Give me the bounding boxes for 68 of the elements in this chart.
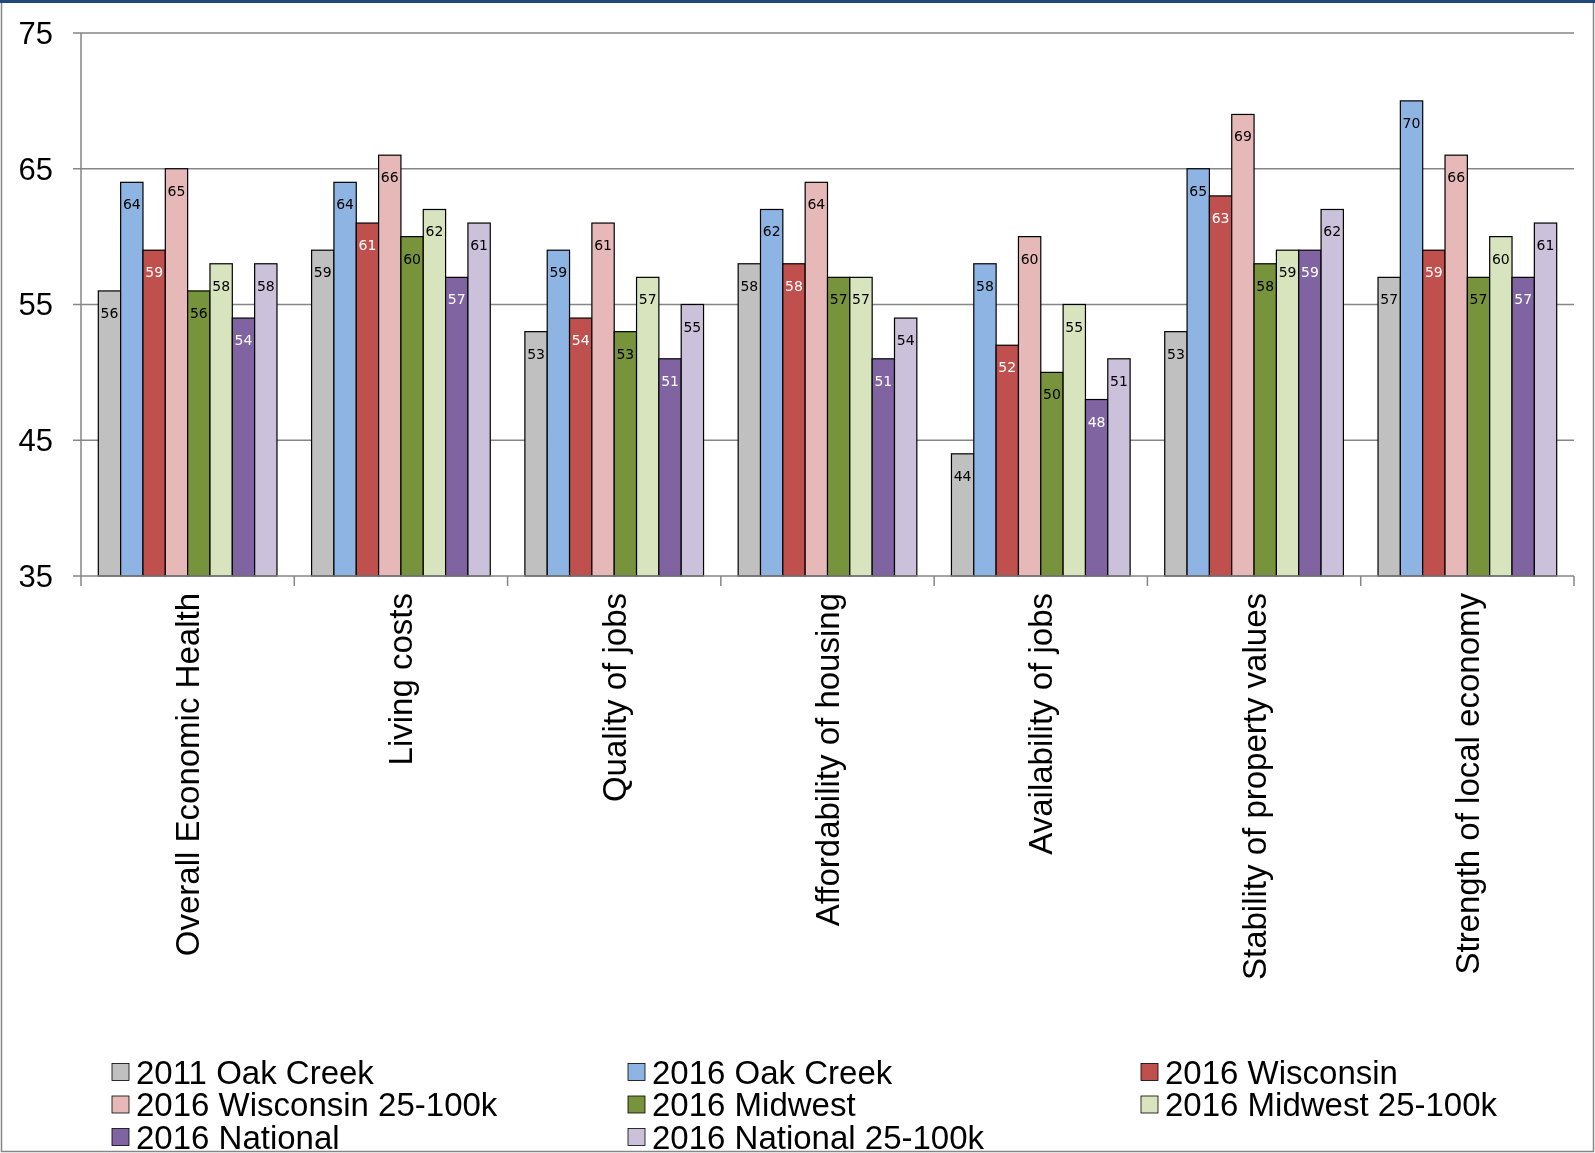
data-label: 60 [1020, 250, 1039, 267]
x-tick-label: Overall Economic Health [169, 593, 207, 957]
data-label: 51 [1110, 372, 1128, 389]
x-tick-label: Living costs [382, 593, 420, 766]
data-label: 53 [1166, 345, 1185, 362]
x-tick-label: Quality of jobs [595, 593, 633, 803]
data-label: 58 [1256, 277, 1275, 294]
data-label: 44 [953, 467, 972, 484]
data-label: 57 [1469, 291, 1488, 308]
data-label: 69 [1233, 128, 1252, 145]
data-label: 58 [212, 277, 231, 294]
data-label: 63 [1211, 209, 1230, 226]
x-tick-label: Affordability of housing [809, 593, 847, 927]
data-label: 52 [998, 359, 1017, 376]
data-label: 54 [571, 332, 590, 349]
data-label: 59 [1300, 264, 1319, 281]
data-label: 54 [896, 332, 915, 349]
y-tick-label: 75 [18, 15, 53, 51]
data-label: 66 [1447, 169, 1466, 186]
data-label: 51 [661, 372, 679, 389]
data-label: 59 [1278, 264, 1297, 281]
data-label: 54 [234, 332, 253, 349]
data-label: 57 [447, 291, 466, 308]
data-label: 62 [1323, 223, 1342, 240]
data-label: 59 [313, 264, 332, 281]
data-label: 55 [683, 318, 702, 335]
data-label: 61 [594, 237, 612, 254]
data-label: 62 [425, 223, 444, 240]
data-label: 60 [1491, 250, 1510, 267]
data-label: 51 [874, 372, 893, 389]
data-label: 61 [1536, 237, 1555, 254]
data-label: 58 [256, 277, 275, 294]
data-label: 57 [1514, 291, 1533, 308]
x-tick-label: Availability of jobs [1022, 593, 1060, 855]
y-tick-label: 45 [18, 423, 53, 459]
data-label: 58 [976, 277, 994, 294]
data-label: 64 [807, 196, 826, 213]
data-label: 59 [145, 264, 164, 281]
data-label: 56 [189, 304, 208, 321]
x-tick-label: Strength of local economy [1448, 592, 1486, 975]
data-label: 57 [1380, 291, 1399, 308]
data-label: 53 [527, 345, 545, 362]
data-label: 58 [740, 277, 759, 294]
data-label: 64 [122, 196, 141, 213]
data-label: 48 [1087, 413, 1106, 430]
data-label: 57 [638, 291, 657, 308]
data-label: 62 [762, 223, 781, 240]
data-label: 59 [549, 264, 568, 281]
data-label: 53 [616, 345, 635, 362]
data-label: 70 [1402, 114, 1421, 131]
data-label: 60 [403, 250, 422, 267]
data-label: 61 [358, 237, 377, 254]
data-label: 57 [829, 291, 848, 308]
x-tick-label: Stability of property values [1235, 593, 1273, 981]
data-label: 65 [1189, 182, 1208, 199]
data-label: 65 [167, 182, 186, 199]
data-label: 59 [1424, 264, 1443, 281]
y-tick-label: 55 [18, 287, 53, 323]
data-label: 55 [1065, 318, 1084, 335]
y-tick-label: 35 [18, 558, 53, 594]
y-tick-label: 65 [18, 151, 53, 187]
data-label: 66 [380, 169, 399, 186]
data-label: 57 [852, 291, 870, 308]
data-label: 64 [336, 196, 355, 213]
data-label: 61 [470, 237, 489, 254]
data-label: 50 [1043, 386, 1061, 403]
data-label: 58 [785, 277, 803, 294]
data-label: 56 [100, 304, 119, 321]
